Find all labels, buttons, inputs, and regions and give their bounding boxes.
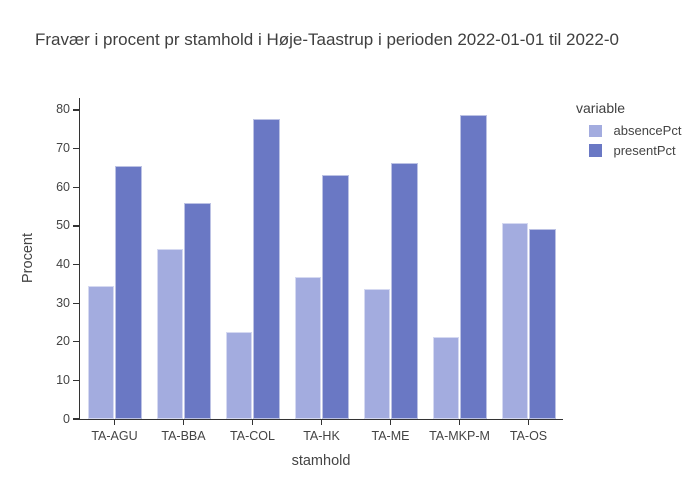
legend-item-presentPct[interactable]: presentPct bbox=[576, 141, 681, 161]
y-tick-mark-30 bbox=[72, 302, 79, 304]
y-tick-label-10: 10 bbox=[56, 372, 70, 387]
x-tick-mark-TA-OS bbox=[527, 420, 530, 426]
bar-presentPct-TA-COL[interactable] bbox=[252, 119, 280, 419]
y-tick-label-0: 0 bbox=[63, 411, 70, 426]
y-axis-line bbox=[78, 98, 80, 421]
bar-absencePct-TA-HK[interactable] bbox=[294, 276, 321, 419]
x-tick-label-TA-ME: TA-ME bbox=[371, 429, 410, 443]
y-tick-mark-0 bbox=[72, 418, 79, 420]
y-tick-mark-50 bbox=[72, 225, 79, 227]
y-tick-mark-80 bbox=[72, 109, 79, 111]
legend-swatch-absencePct bbox=[589, 124, 602, 137]
x-tick-label-TA-AGU: TA-AGU bbox=[91, 429, 138, 443]
y-tick-label-80: 80 bbox=[56, 102, 70, 117]
y-tick-mark-60 bbox=[72, 186, 79, 188]
y-tick-label-70: 70 bbox=[56, 141, 70, 156]
x-tick-mark-TA-BBA bbox=[182, 420, 185, 426]
x-axis-line bbox=[78, 419, 563, 421]
bar-presentPct-TA-OS[interactable] bbox=[528, 228, 556, 419]
y-axis-title: Procent bbox=[20, 233, 36, 283]
legend-item-absencePct[interactable]: absencePct bbox=[576, 121, 681, 141]
x-tick-label-TA-COL: TA-COL bbox=[230, 429, 275, 443]
bar-absencePct-TA-BBA[interactable] bbox=[156, 249, 183, 419]
y-tick-label-50: 50 bbox=[56, 218, 70, 233]
bar-presentPct-TA-ME[interactable] bbox=[390, 162, 418, 419]
legend-title: variable bbox=[576, 100, 626, 116]
x-tick-label-TA-BBA: TA-BBA bbox=[161, 429, 206, 443]
bar-absencePct-TA-AGU[interactable] bbox=[87, 286, 114, 419]
legend: variable absencePct presentPct bbox=[576, 100, 681, 160]
bar-presentPct-TA-MKP-M[interactable] bbox=[459, 114, 487, 419]
y-tick-mark-10 bbox=[72, 379, 79, 382]
legend-label-absencePct: absencePct bbox=[613, 123, 682, 139]
chart-title: Fravær i procent pr stamhold i Høje-Taas… bbox=[35, 30, 619, 49]
x-tick-label-TA-OS: TA-OS bbox=[509, 429, 548, 443]
y-tick-mark-70 bbox=[72, 148, 79, 150]
x-tick-mark-TA-COL bbox=[251, 420, 254, 426]
x-tick-label-TA-HK: TA-HK bbox=[303, 429, 340, 443]
bar-presentPct-TA-AGU[interactable] bbox=[114, 165, 142, 419]
bar-absencePct-TA-MKP-M[interactable] bbox=[432, 337, 459, 419]
bar-absencePct-TA-OS[interactable] bbox=[501, 222, 528, 419]
legend-swatch-presentPct bbox=[589, 144, 602, 157]
legend-label-presentPct: presentPct bbox=[613, 142, 676, 158]
x-tick-mark-TA-HK bbox=[320, 420, 323, 426]
x-tick-mark-TA-AGU bbox=[113, 420, 116, 426]
y-tick-label-30: 30 bbox=[56, 295, 70, 310]
y-tick-label-60: 60 bbox=[56, 179, 70, 194]
y-tick-label-20: 20 bbox=[56, 334, 70, 349]
x-axis-title: stamhold bbox=[291, 453, 351, 469]
y-tick-mark-40 bbox=[72, 263, 79, 266]
bar-presentPct-TA-BBA[interactable] bbox=[183, 202, 211, 419]
x-tick-mark-TA-MKP-M bbox=[458, 420, 461, 426]
bar-absencePct-TA-ME[interactable] bbox=[363, 288, 390, 419]
x-tick-label-TA-MKP-M: TA-MKP-M bbox=[429, 429, 490, 443]
bar-absencePct-TA-COL[interactable] bbox=[225, 332, 252, 419]
y-tick-mark-20 bbox=[72, 341, 79, 343]
y-tick-label-40: 40 bbox=[56, 256, 70, 271]
bar-presentPct-TA-HK[interactable] bbox=[321, 174, 349, 419]
legend-items: absencePct presentPct bbox=[576, 121, 681, 160]
x-tick-mark-TA-ME bbox=[389, 420, 392, 426]
